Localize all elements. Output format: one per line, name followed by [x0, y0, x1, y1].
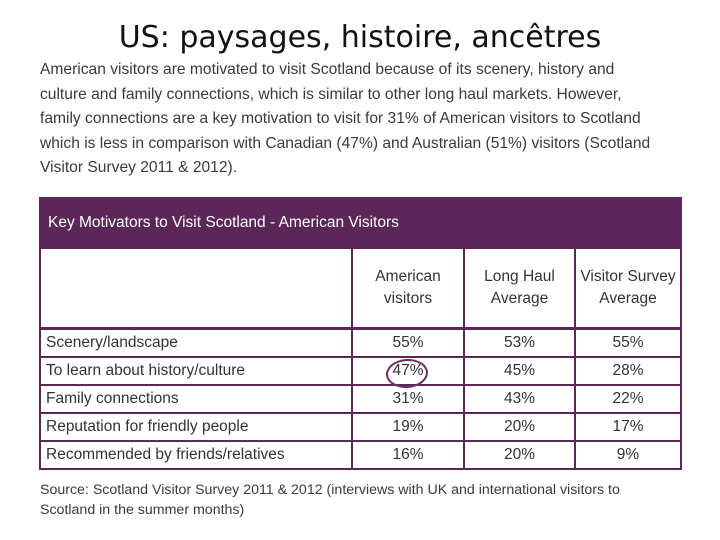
row-label: Reputation for friendly people — [41, 414, 351, 440]
header-blank-cell — [41, 249, 351, 327]
table-cell: 19% — [353, 414, 463, 440]
table-cell: 55% — [353, 330, 463, 356]
table-cell: 47% — [353, 358, 463, 384]
source-note: Source: Scotland Visitor Survey 2011 & 2… — [40, 480, 690, 520]
table-cell: 55% — [576, 330, 680, 356]
table-cell: 31% — [353, 386, 463, 412]
source-line: Scotland in the summer months) — [40, 502, 245, 518]
intro-line: Visitor Survey 2011 & 2012). — [40, 159, 238, 176]
table-cell: 16% — [353, 442, 463, 468]
intro-paragraph: American visitors are motivated to visit… — [40, 58, 686, 178]
intro-line: which is less in comparison with Canadia… — [40, 134, 651, 152]
column-header-american: American visitors — [353, 249, 463, 327]
intro-line: culture and family connections, which is… — [40, 85, 622, 103]
row-label: Family connections — [41, 386, 351, 412]
source-line: Source: Scotland Visitor Survey 2011 & 2… — [40, 482, 620, 498]
slide-title: US: paysages, histoire, ancêtres — [118, 20, 602, 55]
table-cell: 20% — [465, 414, 574, 440]
column-header-long-haul: Long Haul Average — [465, 249, 574, 327]
table-cell: 22% — [576, 386, 680, 412]
column-header-visitor-survey: Visitor Survey Average — [576, 249, 680, 327]
table-cell: 17% — [576, 414, 680, 440]
table-cell: 28% — [576, 358, 680, 384]
intro-line: American visitors are motivated to visit… — [40, 61, 615, 78]
row-label: Recommended by friends/relatives — [41, 442, 351, 468]
motivators-table: American visitors Long Haul Average Visi… — [39, 247, 682, 470]
table-title: Key Motivators to Visit Scotland - Ameri… — [39, 197, 682, 247]
row-label: To learn about history/culture — [41, 358, 351, 384]
table-cell: 9% — [576, 442, 680, 468]
table-cell: 20% — [465, 442, 574, 468]
intro-line: family connections are a key motivation … — [40, 110, 641, 127]
row-label: Scenery/landscape — [41, 330, 351, 356]
table-cell: 43% — [465, 386, 574, 412]
table-cell: 45% — [465, 358, 574, 384]
table-grid: American visitors Long Haul Average Visi… — [41, 247, 680, 470]
table-cell: 53% — [465, 330, 574, 356]
